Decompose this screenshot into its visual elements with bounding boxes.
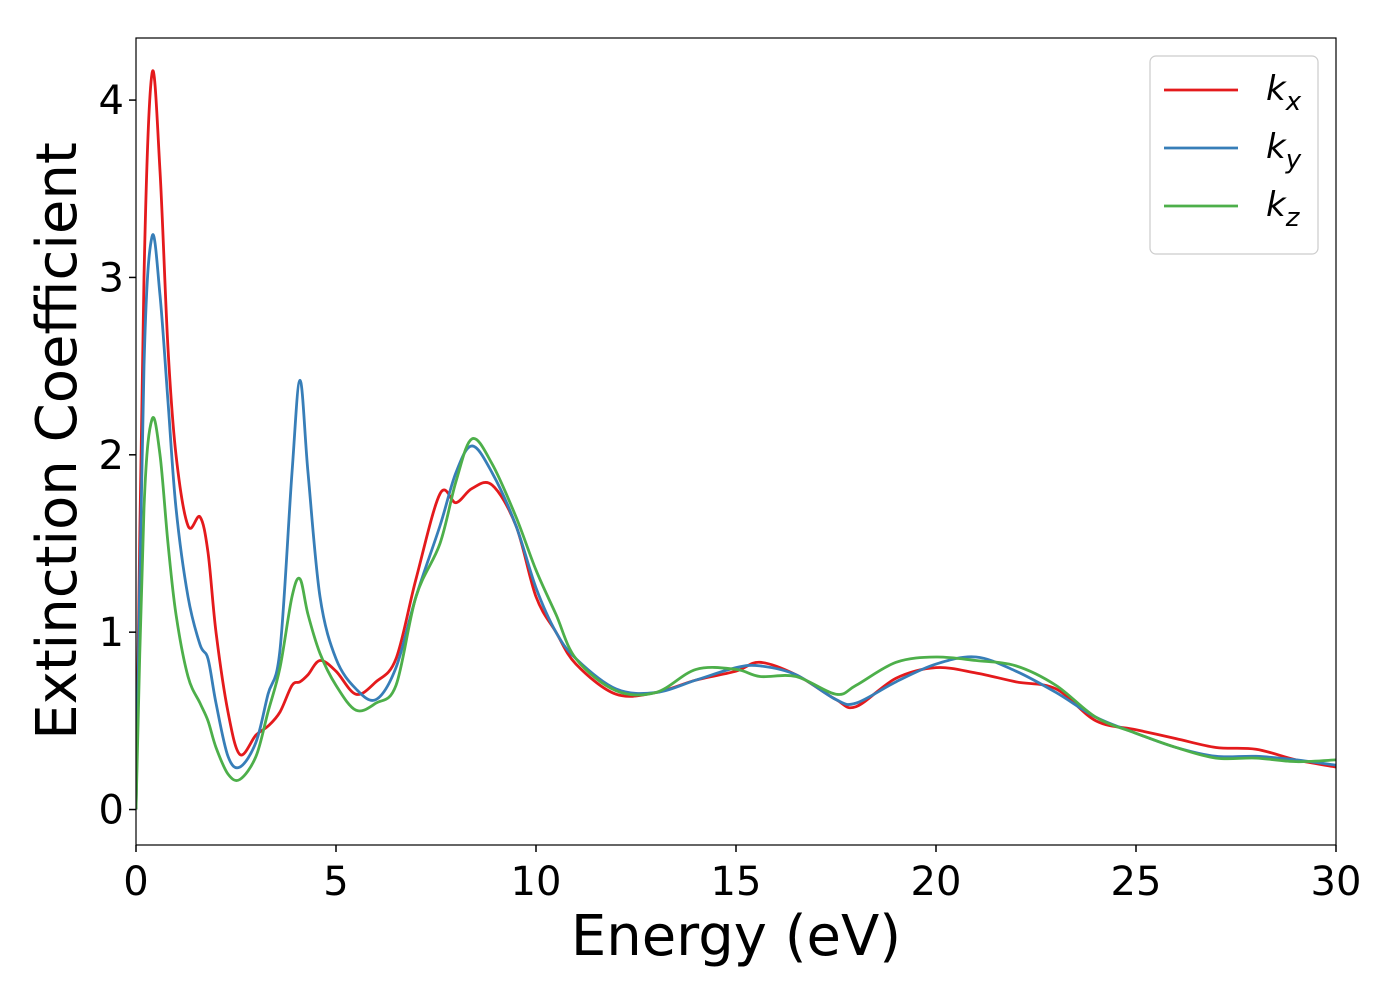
legend-box bbox=[1149, 55, 1319, 255]
y-tick-label: 3 bbox=[99, 255, 124, 301]
x-tick-label: 20 bbox=[911, 859, 962, 905]
y-tick-label: 2 bbox=[99, 433, 124, 479]
series-group bbox=[136, 69, 1336, 810]
y-tick-label: 4 bbox=[99, 78, 124, 124]
y-tick-label: 0 bbox=[99, 788, 124, 834]
y-tick-label: 1 bbox=[99, 610, 124, 656]
data-line bbox=[136, 233, 1336, 810]
x-tick-label: 10 bbox=[511, 859, 562, 905]
legend-label: ky bbox=[1266, 127, 1302, 175]
x-tick-label: 15 bbox=[711, 859, 762, 905]
legend-label: kz bbox=[1266, 185, 1301, 233]
x-tick-label: 0 bbox=[123, 859, 148, 905]
plot-frame bbox=[135, 37, 1337, 846]
series-group bbox=[136, 233, 1336, 810]
series-group bbox=[136, 416, 1336, 810]
y-axis-label: Extinction Coefficient bbox=[25, 142, 90, 740]
x-tick-label: 25 bbox=[1111, 859, 1162, 905]
x-axis-label: Energy (eV) bbox=[571, 904, 901, 969]
data-line bbox=[136, 416, 1336, 810]
x-tick-label: 5 bbox=[323, 859, 348, 905]
x-tick-label: 30 bbox=[1311, 859, 1362, 905]
data-line bbox=[136, 69, 1336, 810]
legend-label: kx bbox=[1266, 69, 1302, 117]
